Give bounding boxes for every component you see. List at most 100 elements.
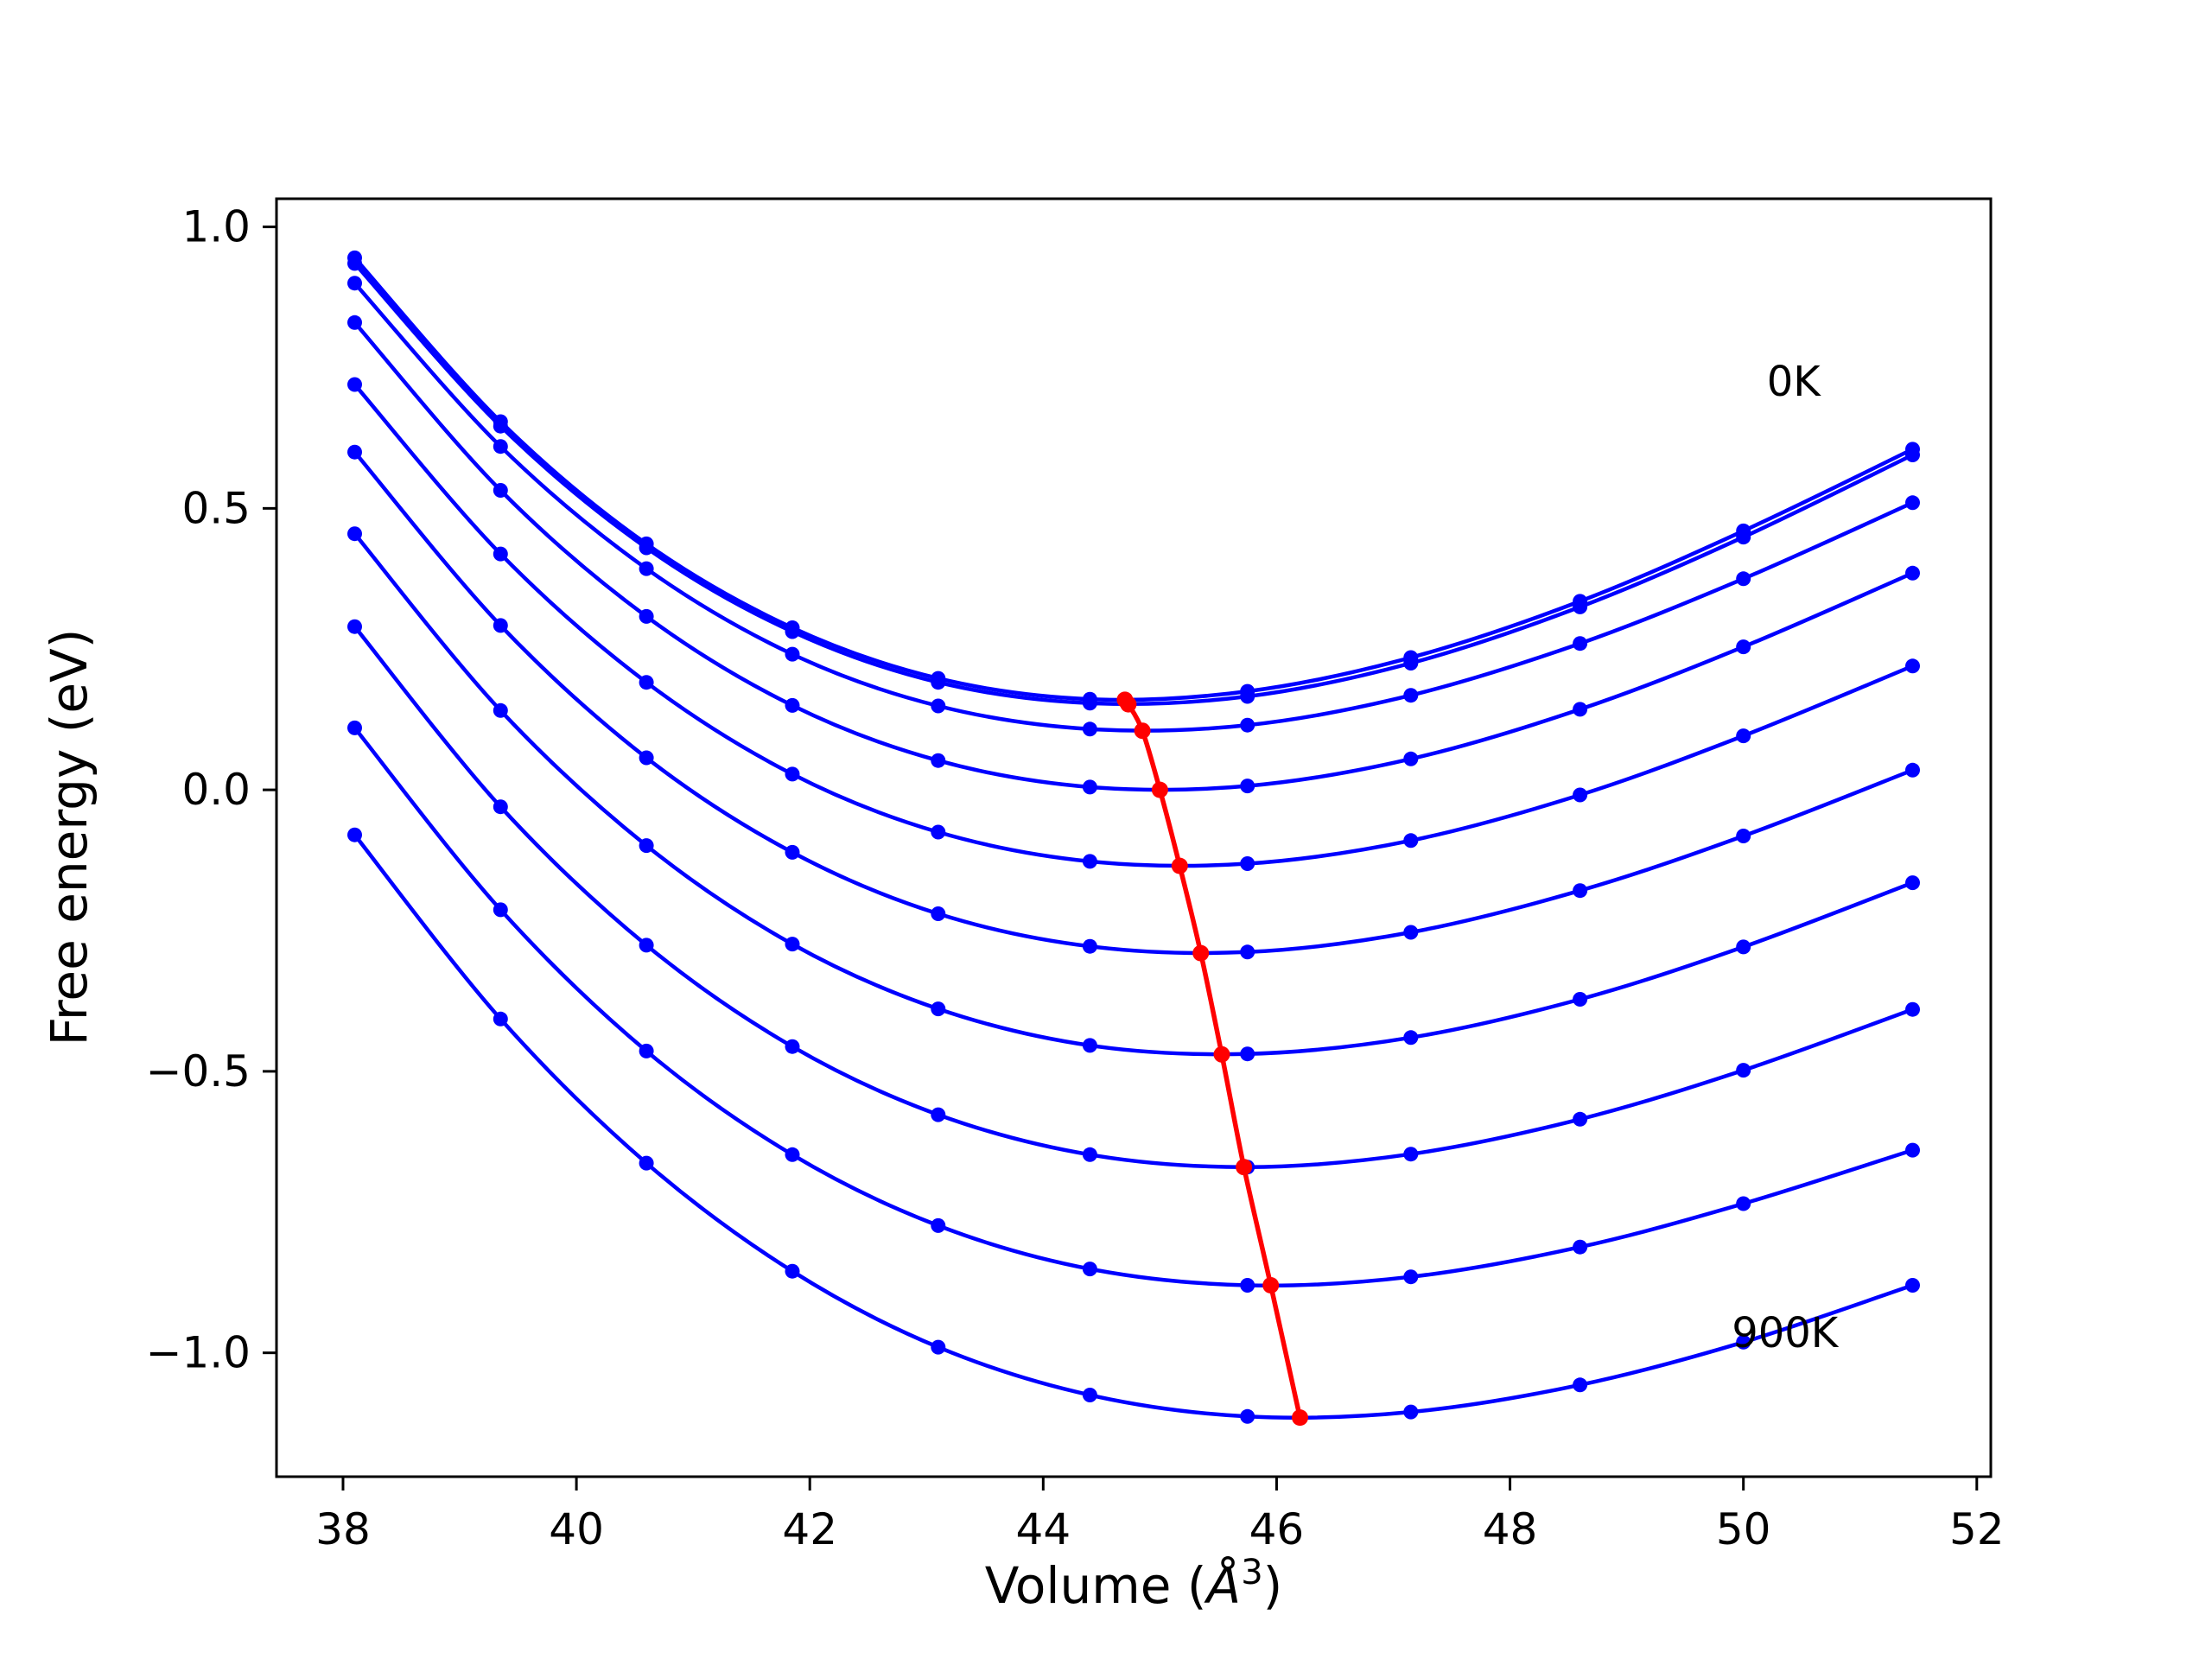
data-marker-100K <box>1403 656 1419 671</box>
data-marker-500K <box>1573 883 1588 899</box>
data-marker-300K <box>1403 751 1419 766</box>
annotation-0K: 0K <box>1767 358 1822 406</box>
free-energy-curve-400K <box>353 382 1915 868</box>
data-marker-900K <box>1240 1408 1255 1424</box>
data-marker-200K <box>639 561 654 576</box>
data-marker-500K <box>1403 925 1419 940</box>
data-marker-200K <box>1573 636 1588 652</box>
data-marker-700K <box>1082 1147 1097 1162</box>
data-marker-100K <box>785 624 800 639</box>
y-tick-label-0: 0.0 <box>181 765 251 815</box>
data-marker-400K <box>1736 728 1751 744</box>
data-marker-800K <box>1573 1239 1588 1255</box>
data-marker-200K <box>347 276 362 291</box>
data-marker-700K <box>1403 1147 1419 1162</box>
data-marker-400K <box>493 546 508 562</box>
data-marker-300K <box>347 315 362 330</box>
y-tick-label-1: 1.0 <box>181 202 251 252</box>
data-marker-900K <box>785 1263 800 1279</box>
equilibrium-marker <box>1262 1277 1280 1294</box>
data-marker-500K <box>493 618 508 633</box>
data-marker-900K <box>1082 1388 1097 1402</box>
data-marker-700K <box>931 1107 946 1122</box>
plot-border <box>275 197 1993 1478</box>
data-marker-100K <box>1573 599 1588 614</box>
data-marker-200K <box>1905 495 1920 511</box>
equilibrium-marker <box>1120 696 1137 713</box>
data-marker-800K <box>785 1147 800 1162</box>
data-marker-500K <box>1082 938 1097 954</box>
data-marker-600K <box>931 1001 946 1017</box>
data-marker-800K <box>1082 1262 1097 1277</box>
x-tick-label-38: 38 <box>315 1504 371 1554</box>
data-marker-700K <box>1736 1063 1751 1078</box>
data-marker-600K <box>639 838 654 854</box>
data-marker-400K <box>1905 658 1920 674</box>
annotation-900K: 900K <box>1732 1309 1840 1357</box>
y-tick-label--0.5: −0.5 <box>146 1046 251 1096</box>
x-tick-label-52: 52 <box>1949 1504 2005 1554</box>
data-marker-800K <box>493 902 508 918</box>
x-tick-label-48: 48 <box>1483 1504 1538 1554</box>
x-tick-label-44: 44 <box>1016 1504 1071 1554</box>
data-marker-300K <box>1240 779 1255 794</box>
data-marker-900K <box>639 1155 654 1171</box>
equilibrium-marker <box>1236 1159 1253 1176</box>
data-marker-100K <box>1082 696 1097 711</box>
data-marker-500K <box>1736 829 1751 843</box>
data-marker-900K <box>1736 1334 1751 1350</box>
data-marker-700K <box>347 619 362 634</box>
data-marker-800K <box>931 1217 946 1233</box>
x-tick-label-40: 40 <box>549 1504 604 1554</box>
data-marker-300K <box>1905 565 1920 581</box>
data-marker-600K <box>1240 1046 1255 1062</box>
data-marker-400K <box>1082 854 1097 869</box>
data-marker-200K <box>1736 571 1751 587</box>
data-marker-500K <box>347 444 362 460</box>
data-marker-500K <box>785 844 800 860</box>
equilibrium-marker <box>1171 857 1188 874</box>
data-marker-100K <box>493 418 508 434</box>
data-marker-500K <box>1240 944 1255 960</box>
data-marker-400K <box>1403 833 1419 849</box>
equilibrium-marker <box>1192 944 1210 962</box>
data-marker-100K <box>639 540 654 556</box>
data-marker-900K <box>493 1011 508 1027</box>
data-marker-800K <box>1240 1278 1255 1293</box>
data-marker-500K <box>639 750 654 766</box>
data-marker-100K <box>347 256 362 271</box>
data-marker-400K <box>347 377 362 392</box>
data-marker-800K <box>1905 1142 1920 1158</box>
data-marker-800K <box>347 720 362 735</box>
data-marker-300K <box>1736 639 1751 655</box>
data-marker-600K <box>347 526 362 542</box>
data-marker-600K <box>785 937 800 952</box>
data-marker-500K <box>1905 762 1920 778</box>
data-marker-600K <box>1403 1030 1419 1046</box>
x-tick-label-46: 46 <box>1249 1504 1305 1554</box>
data-marker-400K <box>785 766 800 782</box>
free-energy-curve-800K <box>353 726 1915 1288</box>
data-marker-200K <box>1240 717 1255 733</box>
data-marker-700K <box>493 799 508 815</box>
data-marker-800K <box>639 1043 654 1058</box>
data-marker-400K <box>639 675 654 690</box>
plot-layer: 38 40 42 44 46 48 50 52 −1.0 −0.5 0.0 0.5 1.0 <box>146 197 2005 1554</box>
data-marker-600K <box>1573 992 1588 1007</box>
data-marker-300K <box>639 608 654 624</box>
data-marker-700K <box>1573 1111 1588 1127</box>
data-marker-600K <box>1905 875 1920 891</box>
data-marker-200K <box>1403 688 1419 703</box>
free-energy-curve-600K <box>353 531 1915 1057</box>
data-marker-700K <box>785 1039 800 1054</box>
equilibrium-volume-path <box>1122 697 1303 1421</box>
data-marker-200K <box>493 439 508 454</box>
data-marker-900K <box>1403 1404 1419 1420</box>
data-marker-700K <box>639 938 654 953</box>
data-marker-900K <box>931 1339 946 1355</box>
data-marker-800K <box>1736 1196 1751 1211</box>
data-marker-300K <box>1082 779 1097 795</box>
data-marker-300K <box>785 697 800 713</box>
data-marker-300K <box>931 753 946 768</box>
data-marker-900K <box>1905 1278 1920 1293</box>
